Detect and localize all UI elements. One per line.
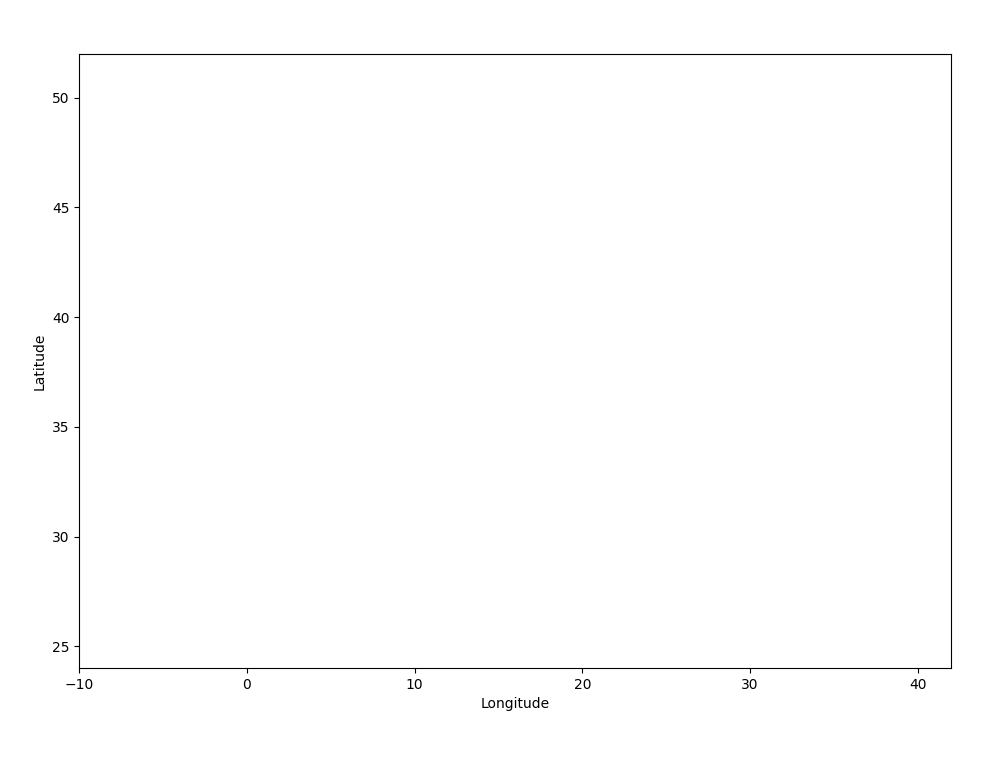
- X-axis label: Longitude: Longitude: [481, 697, 550, 711]
- Y-axis label: Latitude: Latitude: [33, 333, 47, 389]
